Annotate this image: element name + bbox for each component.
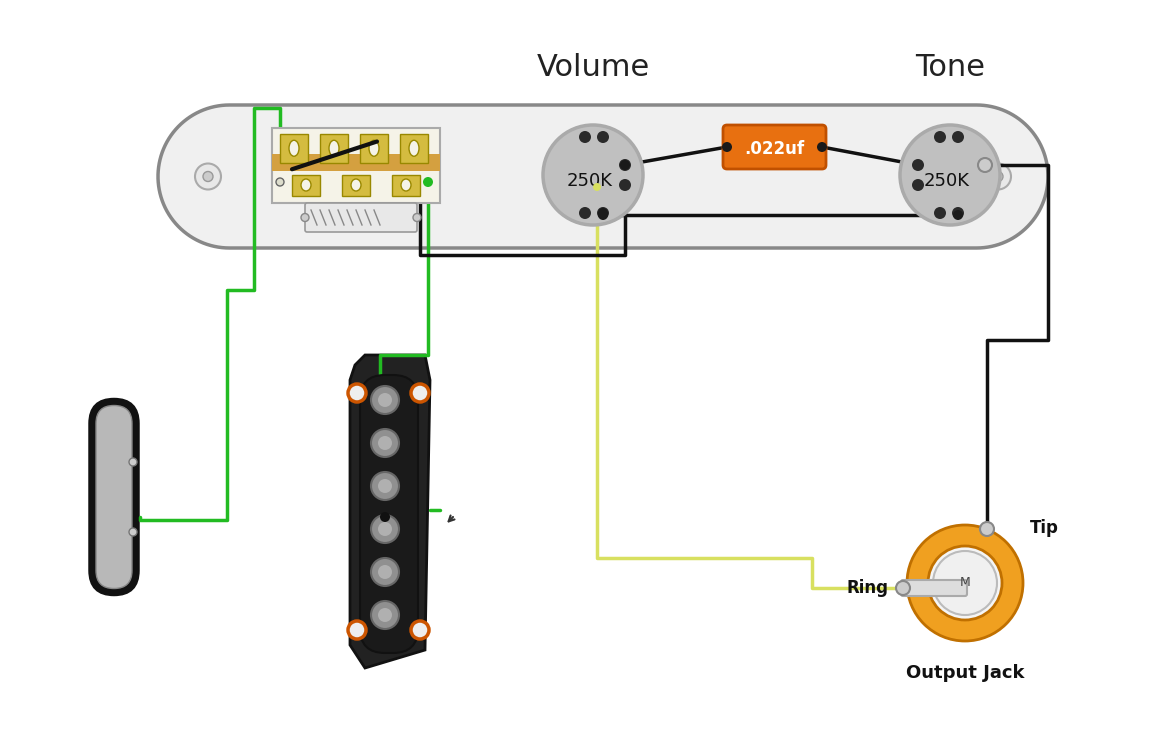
Circle shape [933,551,997,615]
Circle shape [411,621,429,639]
Circle shape [593,183,601,191]
Circle shape [372,558,398,586]
Circle shape [579,131,591,143]
Circle shape [928,546,1002,620]
Ellipse shape [289,140,299,157]
Bar [342,175,370,195]
Circle shape [897,581,909,595]
Circle shape [379,522,391,536]
Bar [280,134,308,163]
Text: Volume: Volume [537,52,649,82]
Circle shape [379,565,391,579]
Circle shape [977,158,992,172]
Bar [360,134,388,163]
Circle shape [934,131,946,143]
Circle shape [952,207,965,219]
Circle shape [301,213,309,222]
Circle shape [953,210,963,220]
Circle shape [195,163,222,189]
Circle shape [912,159,924,171]
Circle shape [579,207,591,219]
Circle shape [348,621,366,639]
Bar [561,147,625,203]
Circle shape [619,159,631,171]
Circle shape [620,160,631,170]
Circle shape [817,142,827,152]
Ellipse shape [409,140,420,157]
Bar [391,175,420,195]
Circle shape [980,522,994,536]
Ellipse shape [301,179,311,191]
Circle shape [379,436,391,450]
Circle shape [372,386,398,414]
Polygon shape [350,355,430,668]
Circle shape [203,172,213,181]
Text: .022uf: .022uf [744,140,804,158]
Text: Output Jack: Output Jack [906,664,1024,682]
Bar [292,175,320,195]
FancyBboxPatch shape [723,125,826,169]
Bar [320,134,348,163]
Bar [918,147,982,203]
Circle shape [907,525,1023,641]
FancyBboxPatch shape [901,580,967,596]
Circle shape [348,384,366,402]
Circle shape [543,125,643,225]
Circle shape [900,125,1000,225]
Ellipse shape [401,179,411,191]
Circle shape [993,172,1003,181]
Ellipse shape [369,140,379,157]
Text: Tip: Tip [1030,519,1058,537]
Circle shape [413,213,421,222]
Circle shape [379,393,391,407]
Circle shape [722,142,732,152]
Text: Tone: Tone [915,52,984,82]
Circle shape [597,131,609,143]
Circle shape [934,207,946,219]
Circle shape [372,601,398,629]
Circle shape [275,178,284,186]
Circle shape [598,210,608,220]
FancyBboxPatch shape [96,405,132,589]
Circle shape [984,163,1011,189]
Circle shape [619,179,631,191]
Circle shape [129,458,137,466]
Circle shape [952,131,965,143]
Polygon shape [158,105,1048,248]
Bar [272,154,440,171]
Text: M: M [960,577,970,589]
Circle shape [372,472,398,500]
FancyBboxPatch shape [305,203,417,232]
FancyBboxPatch shape [360,375,418,653]
Text: 250K: 250K [924,172,970,190]
Text: 250K: 250K [567,172,613,190]
Circle shape [423,177,432,187]
Bar [400,134,428,163]
Ellipse shape [350,179,361,191]
Circle shape [380,512,390,522]
Circle shape [372,515,398,543]
FancyBboxPatch shape [90,399,138,595]
Circle shape [912,179,924,191]
Circle shape [129,528,137,536]
Circle shape [411,384,429,402]
Text: Ring: Ring [846,579,888,597]
Circle shape [379,479,391,493]
Circle shape [372,429,398,457]
Ellipse shape [329,140,339,157]
Circle shape [379,608,391,622]
Bar [272,128,440,203]
Circle shape [598,208,608,218]
Circle shape [597,207,609,219]
